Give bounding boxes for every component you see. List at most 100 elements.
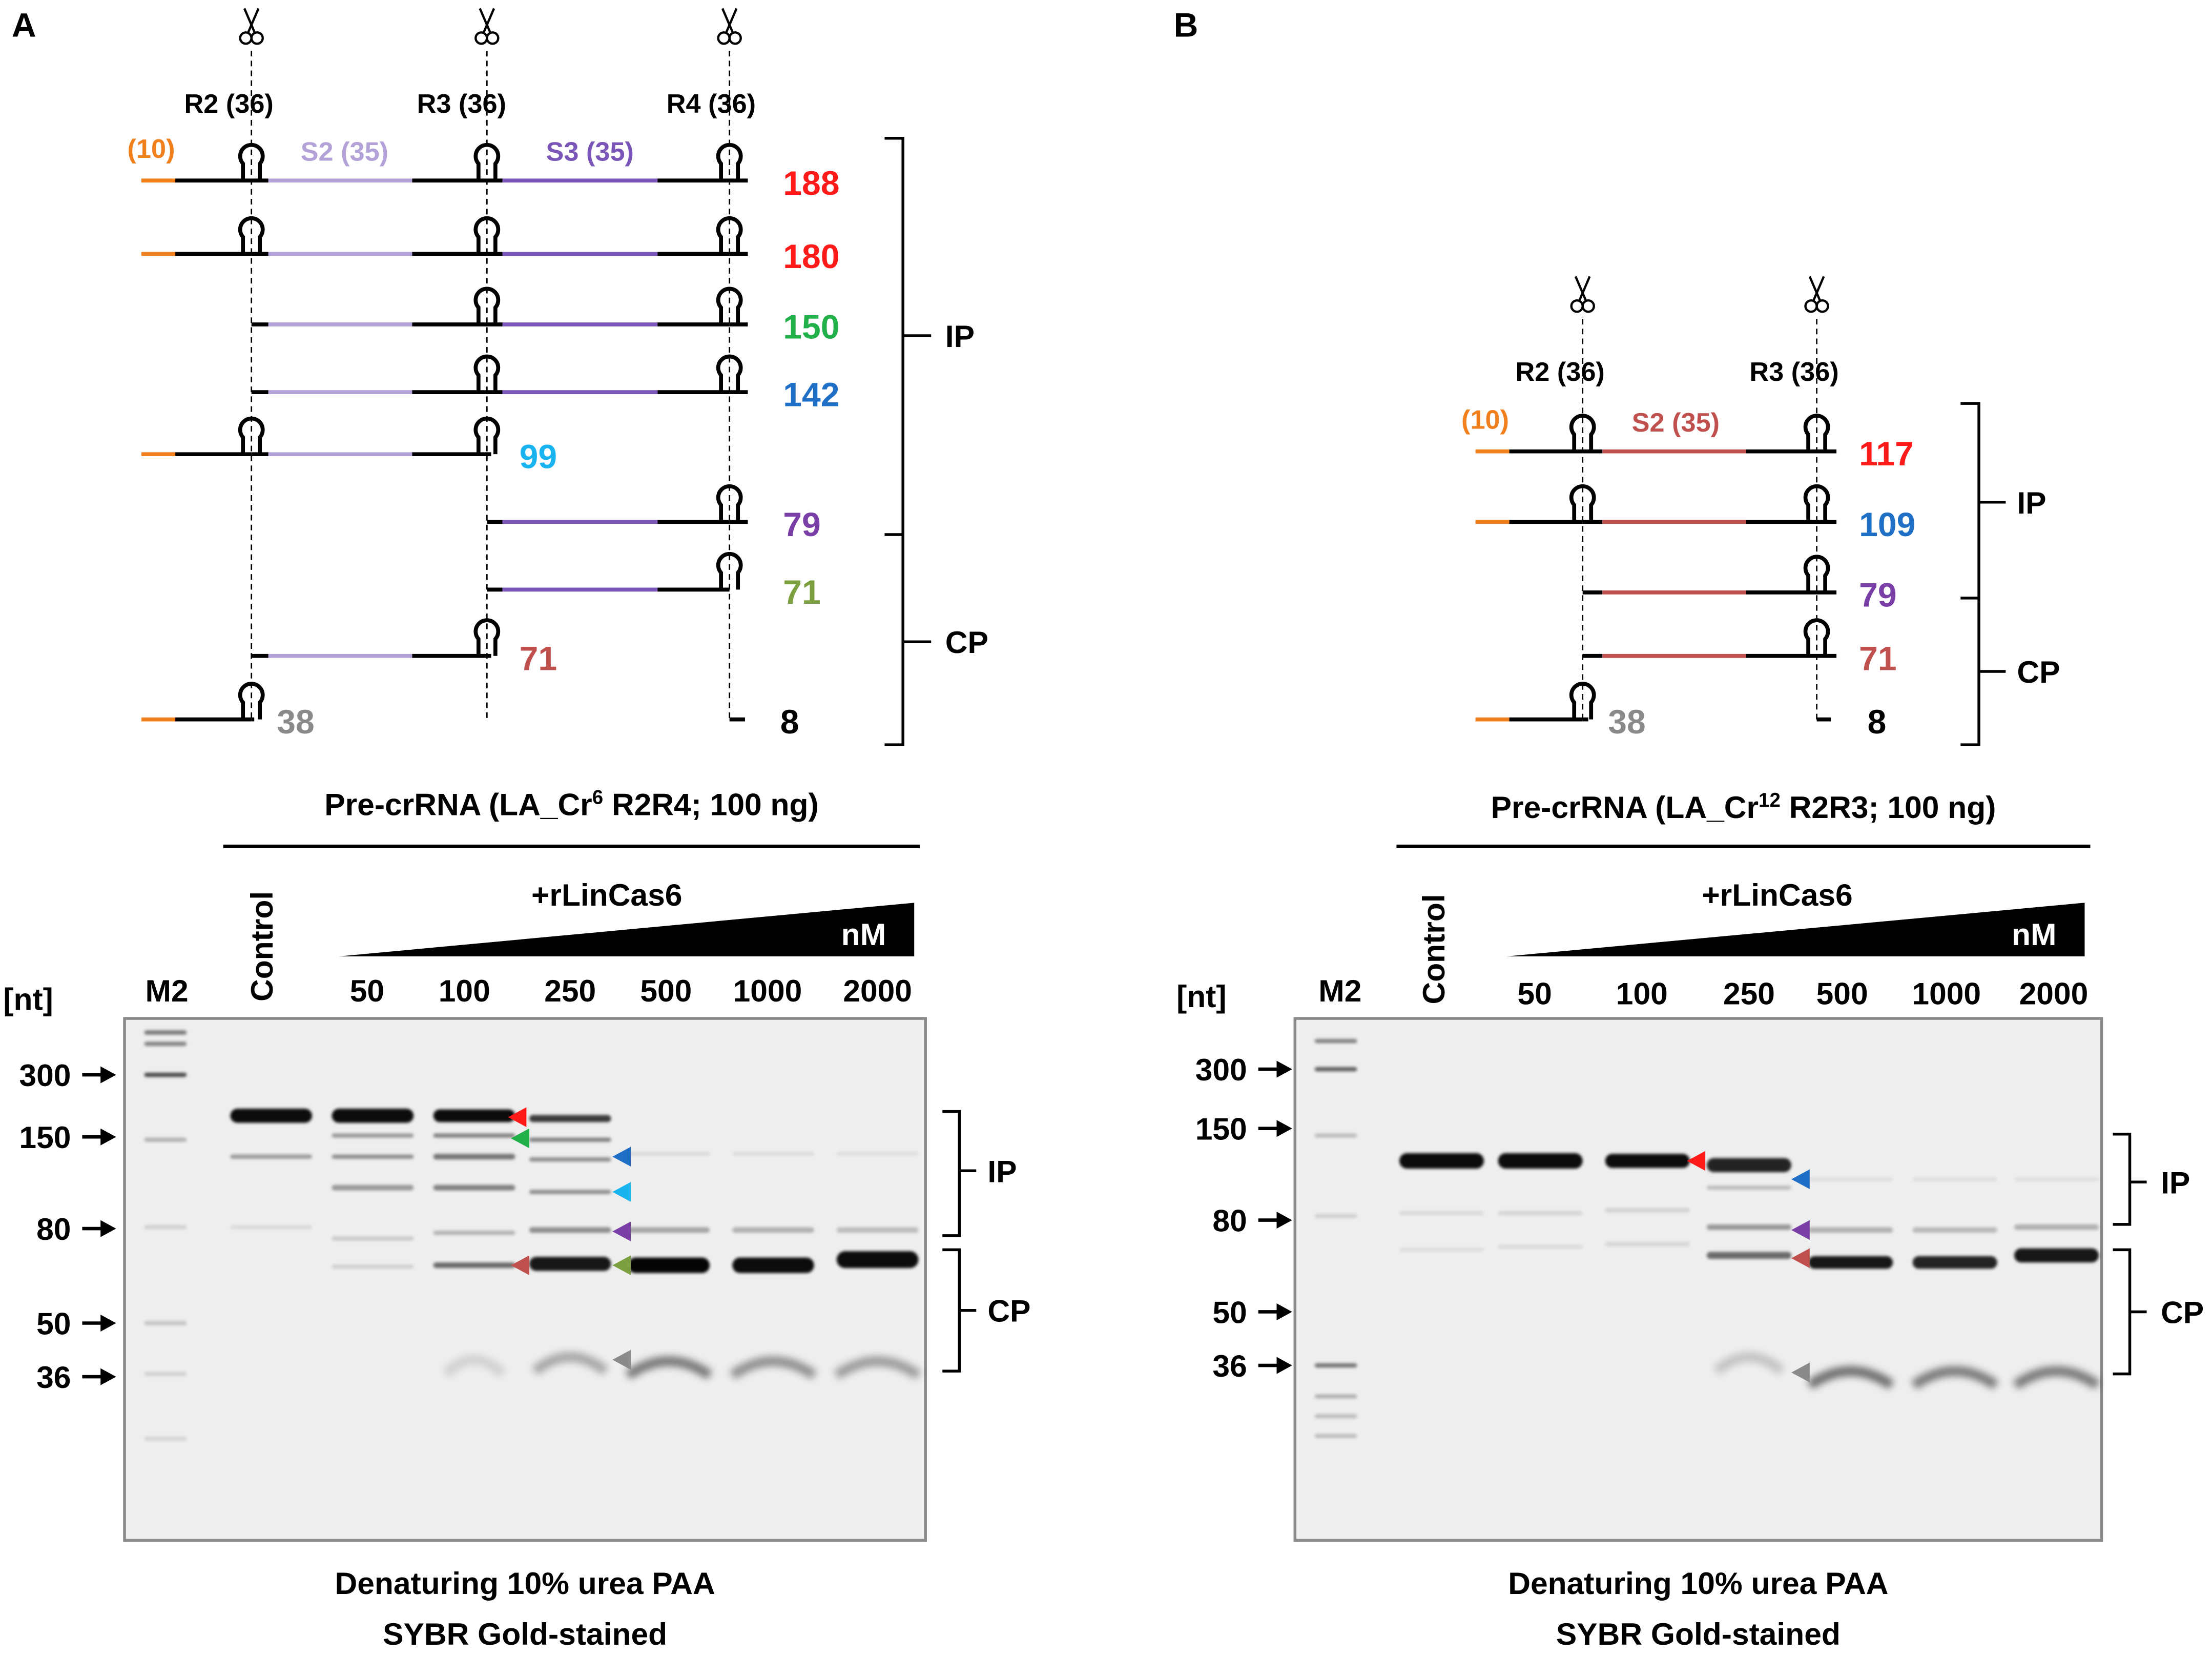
panel-b-schematic: R2 (36) R3 (36) (10) S2 (35) 117 109 79 71 3… — [1461, 276, 2060, 746]
leader-label: (10) — [1461, 405, 1509, 435]
triangle-marker-icon — [612, 1182, 631, 1202]
gel-band — [732, 1152, 814, 1156]
product-size-label: 109 — [1859, 505, 1915, 543]
gel-bands — [1314, 1038, 2100, 1438]
hairpin-icon — [238, 416, 265, 455]
gel-band — [332, 1154, 414, 1159]
scissors-icon — [1806, 276, 1828, 312]
gel-band — [529, 1157, 611, 1162]
repeat-label-r2: R2 (36) — [1516, 357, 1605, 387]
group-label-ip: IP — [945, 319, 975, 354]
gel-band — [332, 1184, 414, 1191]
right-arrow-icon — [1258, 1120, 1292, 1137]
triangle-marker-icon — [1791, 1169, 1810, 1190]
hairpin-icon — [716, 484, 743, 522]
gel-band — [1498, 1153, 1583, 1169]
gel-bracket-ip: IP — [2161, 1165, 2190, 1200]
gel-bracket-ip: IP — [987, 1154, 1017, 1189]
product-size-label: 71 — [783, 573, 820, 611]
gel-band — [144, 1041, 187, 1046]
gel-band — [1605, 1208, 1690, 1213]
gel-band — [1807, 1366, 1894, 1389]
hairpin-icon — [473, 354, 501, 393]
hairpin-icon — [1569, 414, 1596, 452]
gel-band — [144, 1321, 187, 1325]
concentration-label: 1000 — [733, 973, 802, 1008]
control-label: Control — [244, 891, 279, 1001]
hairpin-icon — [473, 142, 501, 181]
gel-bracket-cp: CP — [987, 1294, 1030, 1328]
gel-band — [433, 1262, 515, 1269]
gel-band — [2014, 1177, 2099, 1181]
gel-band — [1399, 1211, 1484, 1215]
group-label-cp: CP — [2017, 655, 2060, 689]
group-label-ip: IP — [2017, 485, 2046, 520]
concentration-label: 1000 — [1912, 976, 1981, 1011]
size-unit-label: [nt] — [1176, 979, 1226, 1014]
gel-band — [1911, 1366, 1999, 1389]
gel-band — [729, 1356, 817, 1380]
marker-label: M2 — [146, 973, 189, 1008]
size-marker-label: 36 — [1212, 1348, 1247, 1383]
scissors-icon — [240, 9, 263, 44]
gel-band — [1912, 1227, 1997, 1233]
product-size-label: 142 — [783, 376, 839, 414]
gel-band — [2014, 1248, 2099, 1263]
hairpin-icon — [716, 551, 743, 590]
size-marker-label: 36 — [36, 1360, 71, 1395]
size-marker-label: 80 — [1212, 1203, 1247, 1238]
gel-band — [144, 1437, 187, 1441]
triangle-marker-icon — [612, 1147, 631, 1167]
gel-band — [1314, 1394, 1357, 1399]
gel-band — [433, 1231, 515, 1235]
gel-band — [1399, 1153, 1484, 1169]
repeat-label-r2: R2 (36) — [184, 89, 274, 119]
hairpin-icon — [473, 416, 501, 455]
right-arrow-icon — [82, 1368, 116, 1385]
unit-label: nM — [841, 917, 886, 952]
panel-a-schematic: R2 (36) R3 (36) R4 (36) (10) S2 (35) S3 … — [128, 9, 988, 746]
gel-band — [836, 1251, 919, 1269]
concentration-wedge — [339, 903, 915, 956]
gel-caption-line1: Denaturing 10% urea PAA — [335, 1566, 715, 1601]
gel-band — [529, 1227, 611, 1233]
product-size-label: 8 — [780, 703, 799, 741]
right-arrow-icon — [1258, 1061, 1292, 1078]
triangle-marker-icon — [1791, 1248, 1810, 1269]
gel-band — [144, 1137, 187, 1142]
hairpin-icon — [716, 216, 743, 254]
gel-band — [836, 1152, 919, 1156]
gel-band — [1808, 1177, 1893, 1181]
concentration-label: 50 — [1517, 976, 1552, 1011]
gel-band — [628, 1152, 710, 1156]
size-marker-label: 150 — [19, 1120, 71, 1155]
hairpin-icon — [238, 682, 265, 720]
unit-label: nM — [2012, 917, 2056, 952]
gel-band — [433, 1133, 515, 1138]
triangle-marker-icon — [612, 1350, 631, 1370]
gel-band — [1314, 1038, 1357, 1044]
gel-band — [1399, 1248, 1484, 1252]
hairpin-icon — [1803, 618, 1830, 656]
product-size-label: 71 — [1859, 639, 1896, 677]
size-markers: 300 150 80 50 36 — [19, 1058, 116, 1395]
concentration-label: 2000 — [843, 973, 912, 1008]
gel-band — [625, 1356, 713, 1380]
enzyme-label: +rLinCas6 — [531, 877, 682, 912]
gel-band — [732, 1257, 814, 1273]
triangle-marker-icon — [1791, 1362, 1810, 1383]
hairpin-icon — [1803, 555, 1830, 592]
concentration-label: 2000 — [2019, 976, 2089, 1011]
scissors-icon — [476, 9, 498, 44]
hairpin-icon — [716, 142, 743, 181]
gel-band — [732, 1227, 814, 1233]
scissors-icon — [1572, 276, 1594, 312]
gel-band — [144, 1072, 187, 1077]
gel-band — [1314, 1214, 1357, 1218]
product-size-label: 38 — [277, 703, 314, 741]
triangle-marker-icon — [508, 1107, 527, 1127]
band-indicators — [508, 1107, 631, 1370]
hairpin-icon — [238, 142, 265, 181]
spacer-label-s3: S3 (35) — [546, 137, 633, 167]
gel-band — [1314, 1414, 1357, 1419]
